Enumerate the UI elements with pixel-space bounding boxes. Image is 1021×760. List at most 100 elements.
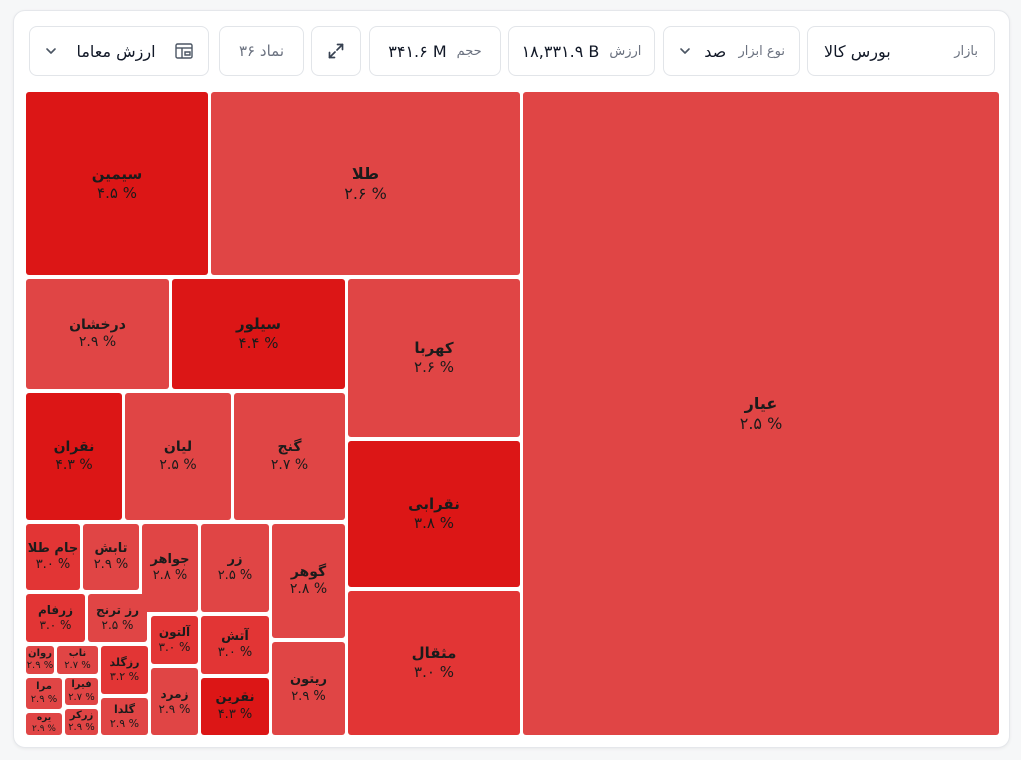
symbol-count: ۳۶ نماد xyxy=(239,42,284,60)
treemap-tile[interactable]: زر ۲.۵ % xyxy=(201,524,269,612)
tile-change: ۴.۵ % xyxy=(97,183,137,202)
treemap-tile[interactable]: سیمین ۴.۵ % xyxy=(26,92,208,275)
tile-change: ۲.۸ % xyxy=(152,568,188,583)
treemap-tile[interactable]: روان ۲.۹ % xyxy=(26,646,54,674)
treemap-tile[interactable]: مثقال ۳.۰ % xyxy=(348,591,520,735)
tile-change: ۲.۹ % xyxy=(158,701,191,716)
total-volume-stat: ۳۴۱.۶ M حجم xyxy=(369,26,501,76)
tile-symbol: درخشان xyxy=(69,316,126,333)
tile-change: ۲.۹ % xyxy=(109,716,140,730)
total-volume-label: حجم xyxy=(456,43,482,59)
tile-symbol: تابش xyxy=(94,540,128,556)
total-volume: ۳۴۱.۶ M xyxy=(388,41,447,61)
treemap-tile[interactable]: ریتون ۲.۹ % xyxy=(272,642,345,735)
total-value-label: ارزش xyxy=(609,43,642,59)
treemap-tile[interactable]: عیار ۲.۵ % xyxy=(523,92,999,735)
tile-symbol: ناب xyxy=(68,647,87,659)
treemap-tile[interactable]: رزگلد ۳.۲ % xyxy=(101,646,148,694)
tile-symbol: عیار xyxy=(744,393,778,413)
treemap-tile[interactable]: لیان ۲.۵ % xyxy=(125,393,231,520)
treemap-tile[interactable]: زرکر ۲.۹ % xyxy=(65,709,98,735)
treemap-tile[interactable]: فیرا ۲.۷ % xyxy=(65,678,98,705)
symbol-count-stat: ۳۶ نماد xyxy=(219,26,304,76)
tile-change: ۴.۴ % xyxy=(238,334,279,352)
tile-change: ۲.۶ % xyxy=(344,183,387,203)
treemap-tile[interactable]: آلتون ۳.۰ % xyxy=(151,616,198,664)
tile-symbol: جام طلا xyxy=(27,540,79,556)
treemap-tile[interactable]: گنج ۲.۷ % xyxy=(234,393,345,520)
toolbar: بورس کالا بازار صد نوع ابزار ۱۸,۳۳۱.۹ B … xyxy=(0,0,1021,85)
tile-symbol: لیان xyxy=(163,439,193,455)
metric-select[interactable]: ارزش معاما xyxy=(29,26,209,76)
treemap-tile[interactable]: سیلور ۴.۴ % xyxy=(172,279,345,389)
tile-symbol: یره xyxy=(36,713,52,723)
instrument-type-label: نوع ابزار xyxy=(738,43,785,59)
tile-symbol: مرا xyxy=(36,681,52,692)
tile-symbol: آتش xyxy=(221,628,249,644)
tile-change: ۲.۶ % xyxy=(414,358,454,376)
tile-symbol: مثقال xyxy=(411,644,457,663)
tile-symbol: نقرین xyxy=(215,690,255,706)
treemap-tile[interactable]: ناب ۲.۷ % xyxy=(57,646,98,674)
treemap-tile[interactable]: زمرد ۲.۹ % xyxy=(151,668,198,735)
treemap-tile[interactable]: آتش ۳.۰ % xyxy=(201,616,269,674)
tile-symbol: جواهر xyxy=(150,551,190,567)
tile-symbol: گلدا xyxy=(113,702,135,716)
treemap-tile[interactable]: رز ترنج ۲.۵ % xyxy=(88,594,147,642)
tile-change: ۳.۰ % xyxy=(39,618,72,632)
tile-change: ۳.۰ % xyxy=(35,557,71,572)
layout-icon xyxy=(174,42,194,60)
tile-symbol: نقران xyxy=(53,439,95,455)
metric-value: ارزش معاما xyxy=(76,41,156,61)
tile-change: ۳.۰ % xyxy=(158,640,191,654)
treemap-tile[interactable]: مرا ۲.۹ % xyxy=(26,678,62,709)
tile-symbol: طلا xyxy=(351,163,380,183)
treemap-tile[interactable]: گوهر ۲.۸ % xyxy=(272,524,345,638)
tile-symbol: زرکر xyxy=(69,709,94,721)
treemap-tile[interactable]: درخشان ۲.۹ % xyxy=(26,279,169,389)
tile-change: ۲.۷ % xyxy=(68,691,95,703)
tile-change: ۲.۵ % xyxy=(101,618,134,632)
fullscreen-button[interactable] xyxy=(311,26,361,76)
tile-symbol: روان xyxy=(28,647,52,659)
tile-change: ۲.۹ % xyxy=(68,722,95,733)
tile-symbol: نقرابی xyxy=(408,495,460,514)
treemap-tile[interactable]: زرفام ۳.۰ % xyxy=(26,594,85,642)
tile-symbol: زرفام xyxy=(38,603,73,617)
treemap-tile[interactable]: جواهر ۲.۸ % xyxy=(142,524,198,612)
treemap-tile[interactable]: نقرابی ۳.۸ % xyxy=(348,441,520,587)
treemap-tile[interactable]: نقرین ۴.۳ % xyxy=(201,678,269,735)
treemap-tile[interactable]: نقران ۴.۳ % xyxy=(26,393,122,520)
tile-change: ۲.۹ % xyxy=(32,724,56,734)
treemap-tile[interactable]: طلا ۲.۶ % xyxy=(211,92,520,275)
treemap-tile[interactable]: کهربا ۲.۶ % xyxy=(348,279,520,437)
treemap-tile[interactable]: یره ۲.۹ % xyxy=(26,713,62,735)
tile-change: ۳.۲ % xyxy=(109,670,140,683)
treemap-tile[interactable]: جام طلا ۳.۰ % xyxy=(26,524,80,590)
market-label: بازار xyxy=(954,43,978,59)
tile-change: ۳.۸ % xyxy=(414,514,454,532)
tile-symbol: گوهر xyxy=(290,563,327,580)
tile-change: ۴.۳ % xyxy=(217,706,253,722)
tile-symbol: گنج xyxy=(277,439,302,455)
instrument-type-select[interactable]: صد نوع ابزار xyxy=(663,26,800,76)
chevron-down-icon xyxy=(678,44,692,58)
market-value: بورس کالا xyxy=(824,41,891,61)
tile-symbol: کهربا xyxy=(414,339,454,358)
tile-change: ۲.۹ % xyxy=(26,660,54,671)
chevron-down-icon xyxy=(44,44,58,58)
treemap-tile[interactable]: تابش ۲.۹ % xyxy=(83,524,139,590)
tile-symbol: سیمین xyxy=(91,164,143,183)
total-value: ۱۸,۳۳۱.۹ B xyxy=(521,41,600,61)
tile-symbol: زر xyxy=(227,551,243,567)
tile-change: ۳.۰ % xyxy=(414,663,454,681)
tile-change: ۴.۳ % xyxy=(55,456,93,473)
tile-symbol: زمرد xyxy=(160,686,189,701)
tile-symbol: سیلور xyxy=(235,315,282,334)
tile-symbol: ریتون xyxy=(290,672,327,688)
treemap-tile[interactable]: گلدا ۲.۹ % xyxy=(101,698,148,735)
total-value-stat: ۱۸,۳۳۱.۹ B ارزش xyxy=(508,26,655,76)
market-select[interactable]: بورس کالا بازار xyxy=(807,26,995,76)
tile-symbol: فیرا xyxy=(71,679,92,690)
tile-change: ۲.۹ % xyxy=(93,557,129,572)
